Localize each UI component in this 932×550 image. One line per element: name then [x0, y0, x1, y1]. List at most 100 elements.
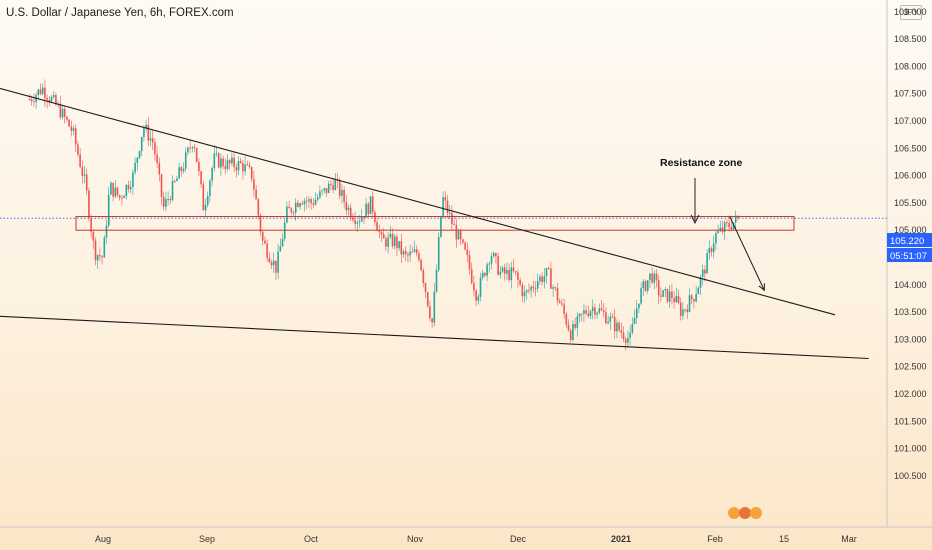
- candle-body: [517, 272, 519, 280]
- candle-body: [72, 128, 75, 131]
- candle-body: [345, 201, 348, 211]
- candle-body: [600, 308, 603, 311]
- candle-body: [88, 190, 90, 219]
- candle-body: [387, 237, 389, 247]
- candle-body: [378, 230, 381, 233]
- candle-body: [435, 269, 438, 292]
- candle-body: [477, 296, 480, 301]
- candle-body: [730, 227, 733, 230]
- trendline[interactable]: [0, 315, 869, 360]
- candle-body: [726, 222, 728, 224]
- trendline[interactable]: [0, 80, 836, 316]
- candle-body: [112, 182, 114, 197]
- candle-body: [272, 260, 275, 266]
- candle-body: [55, 95, 57, 105]
- trendlines[interactable]: [0, 80, 869, 360]
- candle-body: [433, 291, 436, 323]
- resistance-zone[interactable]: [75, 216, 795, 231]
- candle-body: [248, 165, 251, 167]
- candle-body: [288, 206, 290, 209]
- candle-body: [347, 207, 350, 211]
- candle-body: [81, 166, 84, 176]
- candle-body: [481, 272, 484, 278]
- candle-body: [327, 183, 330, 194]
- currency-button[interactable]: JPY: [900, 5, 922, 20]
- candle-body: [422, 270, 425, 284]
- price-tick-label: 100.500: [894, 471, 927, 481]
- candle-body: [30, 99, 33, 102]
- candle-body: [239, 160, 242, 163]
- projection-arrow[interactable]: [729, 216, 765, 292]
- candle-body: [607, 321, 609, 324]
- candle-body: [569, 330, 572, 340]
- candle-body: [358, 221, 361, 223]
- candle-body: [114, 187, 117, 197]
- candle-body: [536, 281, 539, 289]
- candle-body: [79, 154, 81, 167]
- candle-body: [576, 316, 579, 328]
- candle-body: [666, 289, 669, 302]
- candle-body: [523, 292, 526, 297]
- candle-body: [341, 189, 343, 196]
- candle-body: [699, 276, 702, 288]
- candle-body: [402, 251, 405, 255]
- candle-body: [484, 272, 486, 276]
- candle-body: [616, 322, 618, 332]
- candle-body: [426, 292, 429, 307]
- candle-body: [182, 168, 185, 172]
- candle-body: [143, 128, 145, 137]
- candle-body: [202, 184, 205, 211]
- price-tick-label: 101.000: [894, 444, 927, 454]
- candle-body: [605, 312, 607, 324]
- resistance-arrow-head: [690, 214, 700, 225]
- candle-body: [41, 87, 44, 94]
- candle-body: [475, 290, 477, 301]
- candle-body: [215, 153, 218, 155]
- logo-circle: [728, 507, 740, 519]
- candle-body: [138, 151, 141, 158]
- candle-body: [354, 220, 356, 224]
- candle-body: [189, 147, 191, 149]
- candle-body: [466, 249, 469, 256]
- candle-body: [534, 288, 537, 290]
- candle-body: [200, 171, 202, 185]
- candle-body: [165, 199, 167, 207]
- candle-body: [99, 255, 101, 257]
- candle-body: [129, 187, 132, 190]
- candle-body: [550, 268, 552, 289]
- candle-body: [279, 246, 282, 252]
- candle-body: [497, 256, 499, 275]
- time-tick-label: Nov: [407, 534, 424, 544]
- candle-body: [521, 284, 524, 297]
- candle-body: [162, 197, 165, 207]
- candle-body: [613, 317, 616, 332]
- candle-body: [44, 87, 46, 99]
- candle-body: [506, 269, 508, 274]
- candle-body: [257, 199, 260, 216]
- candle-body: [627, 337, 629, 343]
- candle-body: [655, 273, 658, 281]
- candle-body: [323, 188, 326, 191]
- candle-body: [719, 227, 722, 231]
- candle-body: [547, 268, 550, 270]
- candle-body: [396, 236, 398, 249]
- price-tick-label: 104.000: [894, 280, 927, 290]
- candle-body: [728, 222, 730, 228]
- candle-body: [501, 267, 504, 272]
- candle-body: [198, 162, 200, 172]
- candle-body: [268, 257, 271, 263]
- candle-body: [46, 98, 48, 100]
- time-tick-label: Sep: [199, 534, 215, 544]
- last-price-value: 105.220: [890, 236, 924, 247]
- projection-arrow-head: [758, 283, 765, 292]
- candle-body: [675, 296, 678, 303]
- candle-body: [693, 299, 695, 302]
- candle-body: [147, 124, 150, 141]
- candle-body: [638, 303, 640, 309]
- candle-body: [380, 232, 383, 235]
- candle-body: [332, 184, 334, 190]
- candle-body: [473, 283, 475, 291]
- candle-body: [453, 224, 455, 226]
- candle-body: [118, 195, 121, 198]
